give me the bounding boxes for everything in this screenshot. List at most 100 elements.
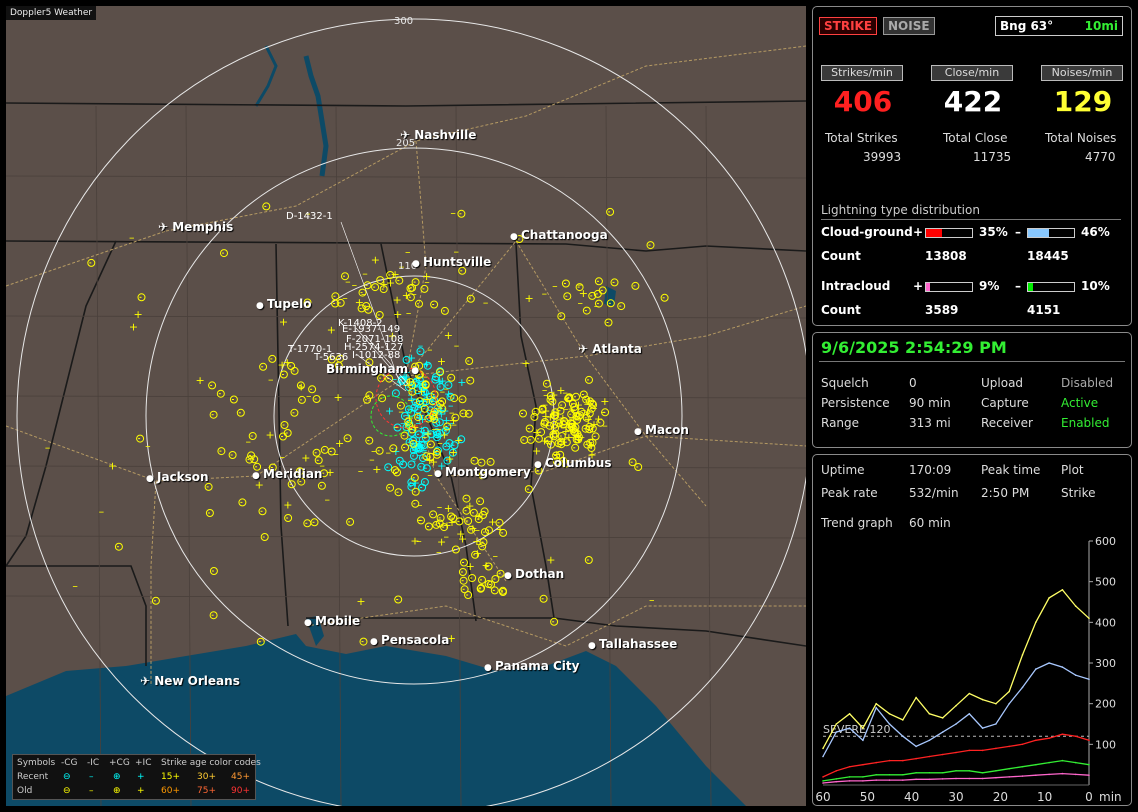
strike-marker: + bbox=[265, 429, 274, 442]
strike-marker bbox=[317, 481, 326, 490]
strike-marker: – bbox=[396, 378, 402, 391]
strike-marker bbox=[358, 288, 367, 297]
strike-marker bbox=[538, 404, 547, 413]
trend-point bbox=[835, 780, 838, 783]
trend-point bbox=[848, 727, 851, 729]
strike-marker bbox=[478, 575, 486, 584]
strike-marker bbox=[436, 368, 445, 377]
strike-marker bbox=[395, 456, 404, 465]
persistence-value[interactable]: 90 min bbox=[909, 396, 951, 410]
strike-marker bbox=[486, 457, 495, 466]
strike-marker: – bbox=[584, 398, 590, 411]
strike-marker: – bbox=[428, 447, 434, 460]
squelch-value[interactable]: 0 bbox=[909, 376, 917, 390]
strike-marker: + bbox=[425, 454, 434, 467]
strike-marker bbox=[579, 390, 588, 399]
strike-marker: + bbox=[435, 376, 444, 389]
trend-point bbox=[835, 723, 838, 725]
cluster-label: F-2071-108 bbox=[346, 334, 404, 345]
trend-point bbox=[995, 776, 997, 779]
strike-marker bbox=[567, 422, 576, 431]
noise-tag[interactable]: NOISE bbox=[883, 17, 935, 35]
strike-marker bbox=[151, 596, 160, 605]
strike-marker bbox=[594, 299, 603, 308]
trend-point bbox=[1088, 617, 1090, 620]
strike-marker: – bbox=[542, 384, 548, 397]
trend-point bbox=[1021, 743, 1024, 746]
strike-marker bbox=[436, 399, 445, 408]
strike-marker: – bbox=[427, 468, 433, 481]
trend-point bbox=[1061, 589, 1064, 591]
strike-marker: – bbox=[358, 465, 364, 478]
total-strikes-value: 39993 bbox=[863, 150, 902, 164]
strike-marker bbox=[551, 424, 559, 433]
strike-marker: + bbox=[587, 448, 596, 461]
strike-marker: + bbox=[277, 359, 286, 372]
strike-marker bbox=[544, 436, 553, 445]
strike-marker: + bbox=[429, 455, 438, 468]
strike-marker: – bbox=[563, 420, 569, 433]
trend-graph-value[interactable]: 60 min bbox=[909, 516, 951, 530]
trend-point bbox=[1088, 774, 1090, 776]
strike-marker bbox=[548, 397, 557, 406]
strike-marker bbox=[469, 508, 478, 517]
trend-point bbox=[822, 755, 824, 758]
strike-marker bbox=[471, 550, 480, 559]
settings-divider bbox=[819, 361, 1125, 362]
trend-graph-label: Trend graph bbox=[821, 516, 893, 530]
cluster-label: H-2574-127 bbox=[344, 342, 404, 353]
strike-marker: – bbox=[450, 207, 456, 220]
strike-marker bbox=[406, 293, 415, 302]
y-tick-label: 600 bbox=[1095, 535, 1116, 548]
strike-marker: – bbox=[398, 405, 404, 418]
old-age-75: 75+ bbox=[197, 786, 216, 796]
trend-point bbox=[862, 763, 864, 766]
strike-marker bbox=[449, 514, 458, 523]
cg-count-label: Count bbox=[821, 249, 861, 263]
plot-value[interactable]: Strike bbox=[1061, 486, 1096, 500]
strike-marker: + bbox=[195, 374, 204, 387]
strike-marker: + bbox=[405, 375, 414, 388]
strike-tag[interactable]: STRIKE bbox=[819, 17, 878, 35]
trend-point bbox=[1048, 773, 1050, 776]
strike-marker bbox=[341, 272, 349, 281]
strike-marker: – bbox=[416, 417, 422, 430]
upload-value[interactable]: Disabled bbox=[1061, 376, 1114, 390]
strike-marker bbox=[582, 395, 591, 404]
airport-icon: ✈ bbox=[140, 674, 155, 688]
strike-marker bbox=[385, 374, 394, 383]
legend-header-pos-ic: +IC bbox=[135, 758, 152, 768]
strike-marker bbox=[415, 299, 423, 308]
city-dot-icon: ● bbox=[504, 571, 515, 581]
strike-marker bbox=[440, 523, 449, 532]
strike-marker bbox=[280, 421, 289, 429]
trend-point bbox=[928, 755, 931, 758]
strike-markers: –++++––––+–+–+++––++++–++––+–+–+––+++– + +… bbox=[45, 202, 669, 646]
distribution-title: Lightning type distribution bbox=[821, 203, 980, 217]
strike-marker: + bbox=[325, 466, 334, 479]
strike-marker bbox=[466, 294, 475, 303]
trend-point bbox=[1021, 775, 1024, 777]
strike-marker bbox=[564, 394, 573, 403]
strike-marker: – bbox=[430, 395, 436, 408]
strike-marker: – bbox=[440, 385, 446, 398]
strike-marker bbox=[570, 427, 579, 436]
recent-neg-ic-icon: – bbox=[89, 772, 94, 782]
strike-marker bbox=[343, 434, 352, 443]
noises-per-min-value: 129 bbox=[1053, 85, 1113, 118]
range-value[interactable]: 313 mi bbox=[909, 416, 951, 430]
receiver-value[interactable]: Enabled bbox=[1061, 416, 1110, 430]
strike-marker: + bbox=[454, 434, 463, 447]
trend-point bbox=[941, 717, 944, 719]
cluster-outline bbox=[370, 395, 412, 437]
strike-marker: – bbox=[581, 403, 587, 416]
trend-point bbox=[848, 780, 851, 782]
lightning-map[interactable]: – + + + + – – – – + – + – + + + – – + + + + – + + – – + – + – + – – + + + – + +… bbox=[6, 6, 806, 806]
strike-marker: + bbox=[445, 453, 454, 466]
strike-marker bbox=[408, 381, 416, 390]
strike-marker bbox=[137, 293, 146, 302]
strike-marker bbox=[426, 392, 435, 401]
close-per-min-label: Close/min bbox=[931, 65, 1013, 81]
strike-marker: + bbox=[399, 371, 408, 384]
capture-value[interactable]: Active bbox=[1061, 396, 1099, 410]
